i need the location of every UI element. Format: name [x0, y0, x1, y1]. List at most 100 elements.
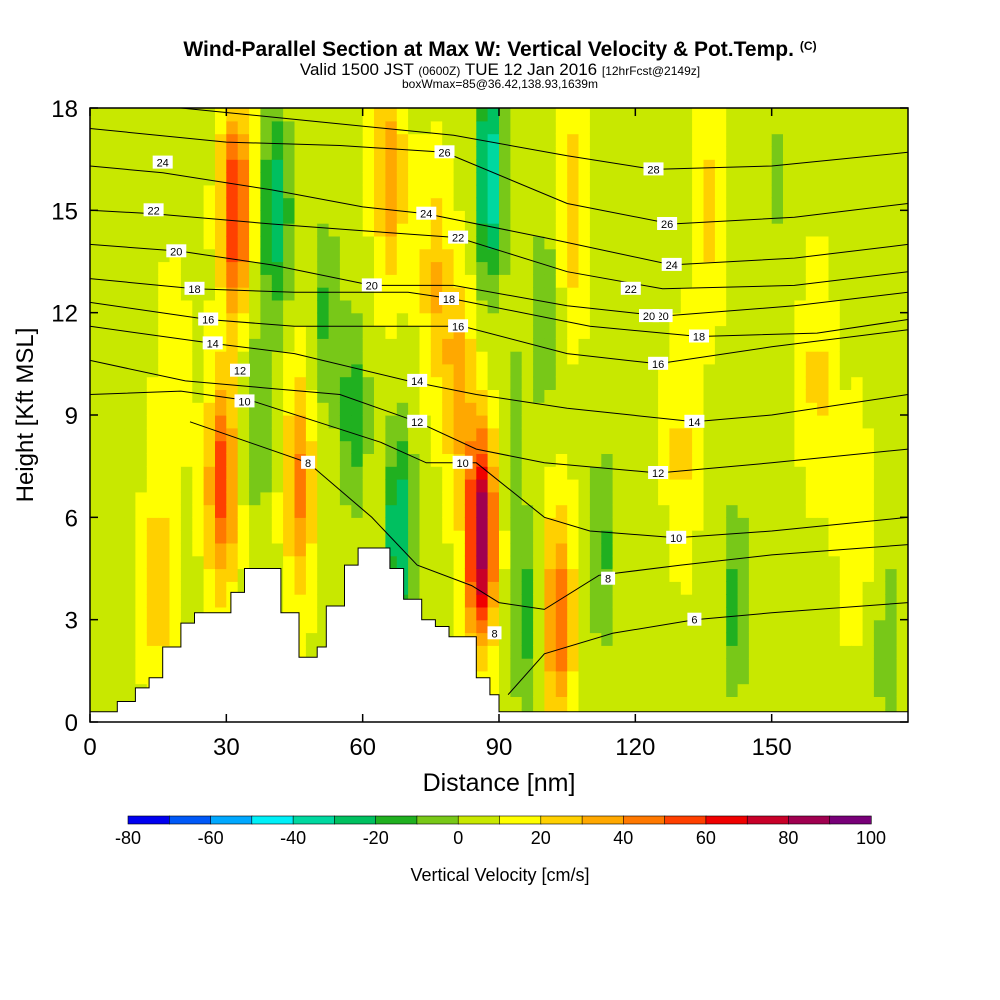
- velocity-cell: [817, 466, 830, 480]
- velocity-cell: [510, 683, 523, 697]
- velocity-cell: [771, 235, 784, 250]
- velocity-cell: [873, 696, 886, 710]
- velocity-cell: [839, 338, 852, 352]
- velocity-cell: [317, 376, 330, 390]
- velocity-cell: [396, 223, 409, 237]
- velocity-cell: [499, 120, 511, 135]
- velocity-cell: [805, 491, 818, 506]
- velocity-cell: [90, 159, 102, 173]
- velocity-cell: [544, 389, 557, 403]
- velocity-cell: [249, 248, 262, 263]
- velocity-cell: [567, 274, 580, 288]
- velocity-cell: [646, 274, 659, 288]
- velocity-cell: [714, 491, 727, 506]
- velocity-cell: [726, 696, 739, 710]
- velocity-cell: [567, 594, 580, 608]
- velocity-cell: [805, 248, 818, 263]
- velocity-cell: [817, 287, 830, 301]
- velocity-cell: [851, 146, 864, 160]
- velocity-cell: [680, 696, 693, 710]
- velocity-cell: [760, 670, 773, 685]
- velocity-cell: [464, 363, 477, 378]
- svg-text:26: 26: [438, 147, 450, 159]
- velocity-cell: [612, 530, 625, 544]
- velocity-cell: [249, 453, 262, 467]
- colorbar-swatch: [705, 815, 748, 825]
- velocity-cell: [578, 632, 591, 646]
- velocity-cell: [249, 542, 262, 557]
- velocity-cell: [794, 133, 807, 147]
- velocity-cell: [419, 108, 432, 122]
- velocity-cell: [442, 159, 455, 173]
- velocity-cell: [567, 351, 580, 365]
- velocity-cell: [305, 581, 318, 595]
- velocity-cell: [521, 555, 534, 570]
- velocity-cell: [169, 120, 182, 135]
- velocity-cell: [385, 287, 398, 301]
- velocity-cell: [362, 235, 375, 250]
- velocity-cell: [487, 274, 500, 288]
- velocity-cell: [101, 619, 114, 634]
- velocity-cell: [112, 453, 125, 467]
- velocity-cell: [669, 402, 682, 416]
- velocity-cell: [180, 466, 193, 480]
- velocity-cell: [112, 312, 125, 327]
- velocity-cell: [135, 606, 148, 621]
- velocity-cell: [476, 415, 489, 429]
- velocity-cell: [680, 440, 693, 454]
- velocity-cell: [317, 402, 330, 416]
- velocity-cell: [885, 542, 898, 557]
- velocity-cell: [385, 172, 398, 186]
- velocity-cell: [771, 351, 784, 365]
- contour-label: 16: [648, 356, 669, 371]
- velocity-cell: [146, 248, 159, 263]
- velocity-cell: [374, 440, 386, 454]
- contour-label: 20: [166, 244, 187, 258]
- velocity-cell: [601, 696, 614, 710]
- velocity-cell: [510, 325, 523, 339]
- velocity-cell: [839, 568, 852, 582]
- velocity-cell: [624, 530, 636, 544]
- velocity-cell: [101, 389, 114, 403]
- velocity-cell: [805, 479, 818, 493]
- velocity-cell: [192, 299, 205, 314]
- velocity-cell: [726, 606, 739, 621]
- velocity-cell: [510, 235, 523, 250]
- velocity-cell: [589, 440, 602, 454]
- velocity-cell: [828, 210, 841, 224]
- velocity-cell: [828, 133, 841, 147]
- velocity-cell: [396, 120, 409, 135]
- velocity-cell: [624, 248, 636, 263]
- velocity-cell: [510, 632, 523, 646]
- velocity-cell: [624, 235, 636, 250]
- velocity-cell: [487, 427, 500, 442]
- velocity-cell: [192, 389, 205, 403]
- velocity-cell: [476, 210, 489, 224]
- velocity-cell: [714, 466, 727, 480]
- velocity-cell: [567, 415, 580, 429]
- velocity-cell: [237, 133, 250, 147]
- velocity-cell: [90, 133, 102, 147]
- velocity-cell: [794, 658, 807, 672]
- velocity-cell: [601, 645, 614, 659]
- velocity-cell: [453, 581, 466, 595]
- velocity-cell: [90, 645, 102, 659]
- velocity-cell: [680, 555, 693, 570]
- velocity-cell: [396, 363, 409, 378]
- velocity-cell: [249, 133, 262, 147]
- velocity-cell: [339, 325, 352, 339]
- velocity-cell: [271, 197, 284, 211]
- velocity-cell: [703, 376, 716, 390]
- velocity-cell: [453, 568, 466, 582]
- velocity-cell: [760, 427, 773, 442]
- velocity-cell: [339, 312, 352, 327]
- velocity-cell: [453, 440, 466, 454]
- velocity-cell: [271, 146, 284, 160]
- velocity-cell: [896, 210, 908, 224]
- velocity-cell: [283, 427, 296, 442]
- velocity-cell: [442, 415, 455, 429]
- velocity-cell: [305, 530, 318, 544]
- velocity-cell: [578, 223, 591, 237]
- velocity-cell: [294, 376, 307, 390]
- velocity-cell: [805, 581, 818, 595]
